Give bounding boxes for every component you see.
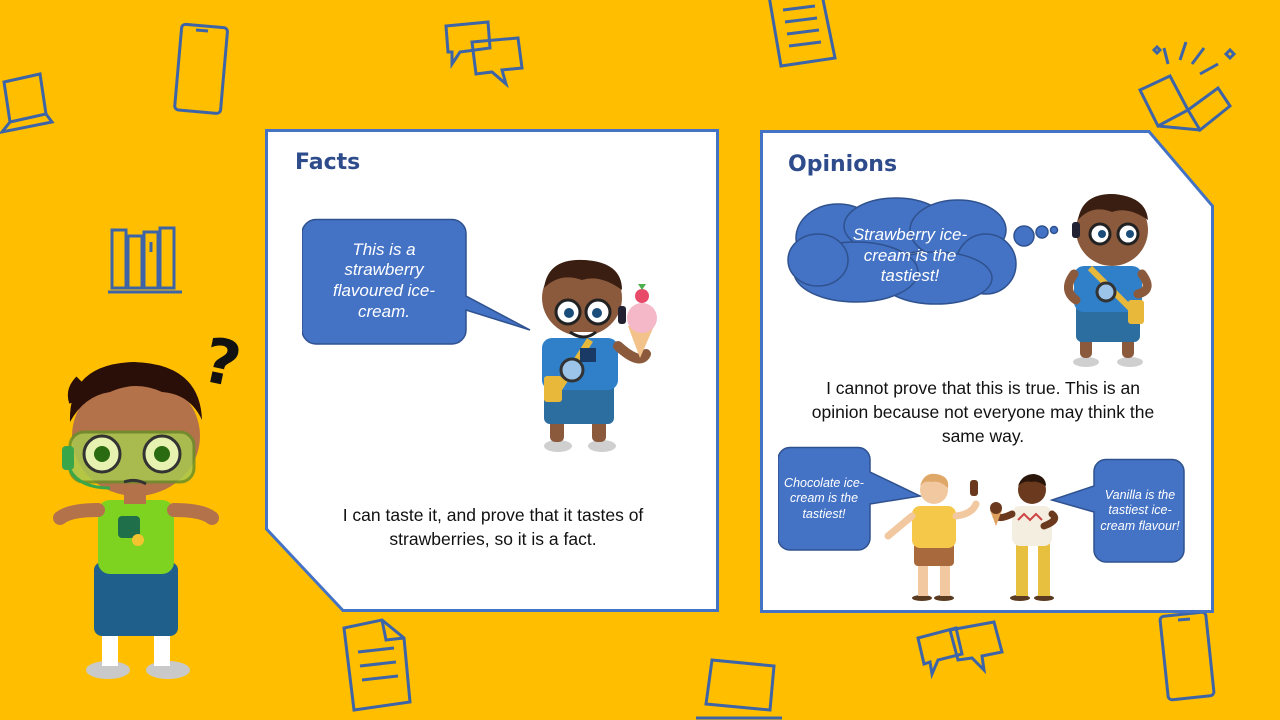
- facts-speech-text: This is a strawberry flavoured ice-cream…: [332, 239, 436, 321]
- chat-bubbles-icon: [444, 20, 524, 89]
- vanilla-speech-text: Vanilla is the tastiest ice-cream flavou…: [1100, 488, 1180, 533]
- facts-speech-bubble-shape: [302, 218, 531, 345]
- document-icon: [768, 0, 837, 68]
- tablet-icon: [173, 22, 229, 115]
- chocolate-speech-text: Chocolate ice-cream is the tastiest!: [784, 476, 864, 521]
- tablet-icon-bottom: [1158, 610, 1216, 702]
- confused-boy-illustration: [53, 362, 219, 679]
- chocolate-speech-bubble-shape: [778, 446, 923, 551]
- boy-thinking-illustration: [1064, 194, 1152, 367]
- vanilla-speech-bubble-shape: [1050, 458, 1185, 563]
- open-book-icon: [1137, 41, 1237, 133]
- facts-card: [265, 129, 719, 612]
- opinions-title: Opinions: [788, 152, 898, 177]
- facts-card-border: [265, 129, 719, 612]
- document-icon-bottom: [342, 618, 412, 712]
- opinions-thought-text: Strawberry ice-cream is the tastiest!: [852, 224, 968, 286]
- opinions-body-text: I cannot prove that this is true. This i…: [811, 378, 1155, 446]
- laptop-icon: [0, 72, 55, 134]
- question-mark-symbol: ?: [196, 323, 248, 402]
- children-with-ice-cream-illustration: [884, 473, 1059, 601]
- opinions-card-border: [760, 130, 1214, 613]
- facts-title: Facts: [295, 150, 361, 175]
- chat-bubbles-icon-bottom: [916, 620, 1004, 680]
- laptop-icon-bottom: [696, 658, 782, 720]
- facts-body-text: I can taste it, and prove that it tastes…: [342, 505, 644, 549]
- boy-with-ice-cream-illustration: [542, 259, 657, 452]
- opinions-thought-cloud-shape: [787, 197, 1059, 305]
- books-shelf-icon: [108, 226, 182, 294]
